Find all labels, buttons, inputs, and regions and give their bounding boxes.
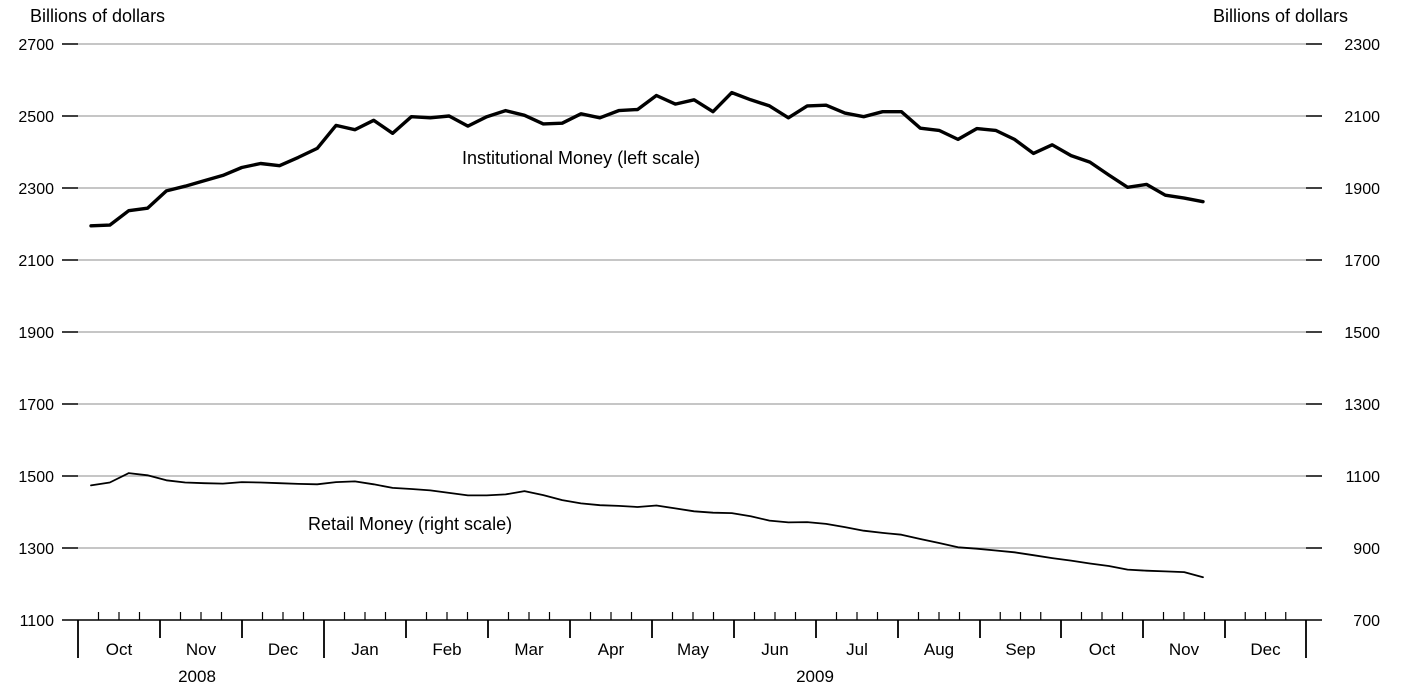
left-axis-label: Billions of dollars	[30, 6, 165, 26]
right-tick-label: 700	[1353, 613, 1380, 630]
year-label: 2009	[796, 667, 834, 686]
right-axis-label: Billions of dollars	[1213, 6, 1348, 26]
month-label: Jan	[351, 640, 378, 659]
month-label: Dec	[268, 640, 299, 659]
left-tick-label: 1500	[18, 469, 54, 486]
left-tick-label: 1700	[18, 397, 54, 414]
right-tick-label: 2100	[1344, 109, 1380, 126]
month-label: Apr	[598, 640, 625, 659]
institutional-money-line	[89, 90, 1205, 228]
left-tick-label: 1100	[20, 613, 55, 630]
month-label: Nov	[186, 640, 217, 659]
month-label: May	[677, 640, 710, 659]
month-label: Sep	[1005, 640, 1035, 659]
right-tick-label: 1100	[1346, 469, 1381, 486]
retail-money-line	[90, 472, 1204, 579]
retail-money-label: Retail Money (right scale)	[308, 514, 512, 534]
right-tick-label: 1900	[1344, 181, 1380, 198]
month-label: Nov	[1169, 640, 1200, 659]
month-label: Dec	[1250, 640, 1281, 659]
left-tick-label: 1300	[18, 541, 54, 558]
right-tick-label: 1700	[1344, 253, 1380, 270]
series-lines	[89, 90, 1205, 579]
month-label: Jul	[846, 640, 868, 659]
left-tick-label: 2300	[18, 181, 54, 198]
x-axis: Oct Nov Dec Jan Feb Mar Apr May Jun Jul Aug Sep Oct N…	[77, 612, 1307, 686]
right-tick-label: 1500	[1344, 325, 1380, 342]
month-label: Aug	[924, 640, 954, 659]
institutional-money-label: Institutional Money (left scale)	[462, 148, 700, 168]
right-tick-label: 1300	[1344, 397, 1380, 414]
left-tick-label: 1900	[18, 325, 54, 342]
left-tick-label: 2100	[18, 253, 54, 270]
month-label: Oct	[1089, 640, 1116, 659]
right-tick-label: 2300	[1344, 37, 1380, 54]
left-tick-label: 2700	[18, 37, 54, 54]
month-label: Mar	[514, 640, 544, 659]
month-label: Jun	[761, 640, 788, 659]
year-label: 2008	[178, 667, 216, 686]
month-label: Oct	[106, 640, 133, 659]
right-tick-label: 900	[1353, 541, 1380, 558]
left-tick-label: 2500	[18, 109, 54, 126]
gridlines	[78, 43, 1306, 549]
month-label: Feb	[432, 640, 461, 659]
y-axes: 2700 2300 2500 2100 2300 1900 2100 1700 1900 1500…	[18, 37, 1380, 630]
